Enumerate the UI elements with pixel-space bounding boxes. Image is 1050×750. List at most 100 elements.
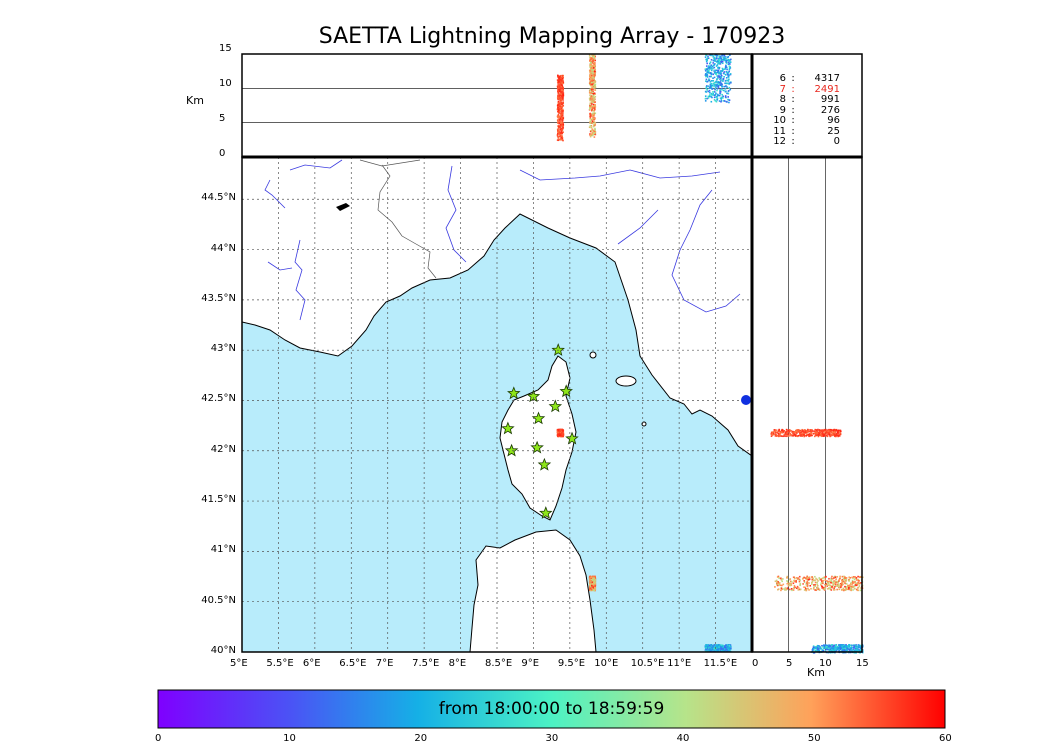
lightning-source-point: [836, 434, 838, 437]
lightning-source-point: [590, 95, 593, 98]
lightning-source-point: [557, 104, 560, 106]
lightning-source-point: [591, 103, 593, 105]
lat-tick-label: 43.5°N: [201, 292, 236, 304]
lightning-source-point: [557, 85, 560, 87]
lightning-source-point: [558, 428, 560, 431]
lightning-source-point: [708, 91, 711, 94]
lightning-source-point: [589, 77, 592, 80]
lightning-source-point: [593, 577, 595, 579]
altitude-latitude-panel[interactable]: [751, 156, 864, 654]
lightning-source-point: [802, 583, 804, 585]
lightning-source-point: [802, 431, 805, 433]
lightning-source-point: [855, 648, 857, 651]
lightning-source-point: [795, 581, 798, 583]
lightning-source-point: [860, 582, 862, 584]
lightning-source-point: [560, 132, 563, 135]
station-count-cell: 276: [820, 104, 840, 116]
lightning-source-point: [829, 580, 831, 583]
lightning-source-point: [826, 580, 828, 582]
lightning-source-point: [589, 104, 591, 106]
lightning-source-point: [708, 95, 711, 98]
lightning-source-point: [825, 646, 828, 648]
lightning-source-point: [855, 646, 857, 649]
lightning-source-point: [562, 95, 565, 98]
lon-tick-label: 6.5°E: [339, 658, 367, 669]
lightning-source-point: [839, 584, 842, 586]
lightning-source-point: [796, 432, 798, 434]
lightning-source-point: [589, 70, 592, 72]
lightning-source-point: [561, 135, 563, 138]
lightning-source-point: [824, 429, 826, 432]
lightning-source-point: [712, 92, 715, 95]
lightning-source-point: [823, 435, 825, 437]
lightning-source-point: [823, 589, 826, 591]
lightning-source-point: [559, 106, 562, 108]
lightning-source-point: [811, 578, 814, 581]
lightning-source-point: [727, 644, 730, 646]
lightning-source-point: [590, 107, 593, 109]
lightning-source-point: [562, 90, 564, 92]
lightning-source-point: [821, 644, 823, 647]
lightning-source-point: [816, 646, 819, 649]
lightning-source-point: [729, 649, 731, 652]
lightning-source-point: [852, 589, 854, 591]
lightning-source-point: [787, 434, 789, 437]
lightning-source-point: [828, 431, 831, 434]
lightning-source-point: [558, 78, 561, 81]
lightning-source-point: [838, 579, 840, 581]
lightning-source-point: [810, 429, 812, 431]
lightning-source-point: [845, 577, 848, 579]
lightning-source-point: [593, 129, 596, 132]
lightning-source-point: [786, 580, 788, 582]
lat-tick-label: 42.5°N: [201, 393, 236, 405]
lightning-source-point: [806, 575, 809, 578]
lightning-source-point: [709, 83, 712, 86]
lightning-source-point: [591, 61, 593, 63]
lon-tick-label: 7.5°E: [412, 658, 440, 669]
lightning-source-point: [713, 66, 716, 69]
lake-geneva: [336, 203, 350, 211]
lightning-source-point: [558, 121, 561, 124]
lightning-source-point: [718, 100, 721, 102]
lightning-source-point: [823, 576, 826, 579]
lightning-source-point: [827, 584, 829, 586]
lightning-source-point: [814, 575, 816, 578]
lightning-source-point: [557, 435, 560, 437]
lightning-source-point: [838, 580, 840, 582]
lightning-source-point: [589, 96, 592, 98]
lightning-source-point: [593, 582, 596, 585]
map-panel[interactable]: [241, 156, 753, 654]
station-count-row: 6: 4317: [756, 73, 856, 85]
station-star-marker: [531, 411, 546, 425]
lightning-source-point: [589, 106, 591, 109]
lightning-source-point: [817, 432, 820, 434]
lightning-source-point: [837, 581, 839, 584]
lightning-source-point: [557, 113, 560, 116]
lightning-source-point: [708, 71, 710, 74]
lightning-source-point: [838, 429, 841, 432]
lightning-source-point: [772, 432, 775, 435]
lightning-source-point: [841, 579, 843, 582]
lightning-source-point: [712, 79, 715, 82]
lat-tick-label: 41.5°N: [201, 494, 236, 506]
lightning-source-point: [820, 585, 823, 587]
lightning-source-point: [778, 433, 781, 436]
lightning-source-point: [708, 649, 711, 651]
lightning-source-point: [705, 65, 708, 67]
lightning-source-point: [592, 109, 594, 112]
lightning-source-point: [718, 67, 720, 70]
lightning-source-point: [816, 578, 818, 581]
lightning-source-point: [851, 581, 854, 583]
lightning-source-point: [806, 585, 809, 587]
altitude-longitude-panel[interactable]: [241, 53, 753, 158]
lightning-source-point: [725, 70, 728, 73]
lightning-source-point: [557, 87, 560, 89]
lightning-source-point: [590, 58, 593, 60]
lightning-source-point: [713, 99, 716, 101]
lightning-source-point: [557, 131, 560, 133]
lightning-source-point: [852, 585, 855, 588]
lightning-source-point: [718, 75, 720, 77]
lightning-source-point: [706, 644, 709, 647]
station-count-row: 12: 0: [756, 136, 856, 148]
lightning-source-point: [558, 125, 560, 127]
